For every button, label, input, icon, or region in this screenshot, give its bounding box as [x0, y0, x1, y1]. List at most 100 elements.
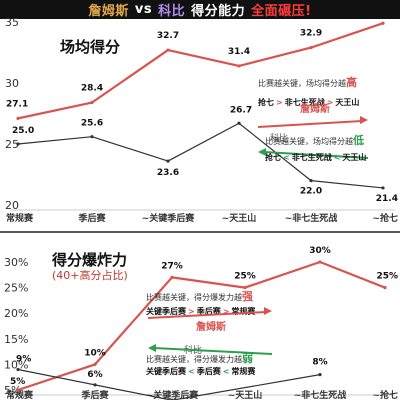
data-point-1-1-3 [166, 48, 170, 52]
kobe-order-part-2-5: 常规赛 [231, 366, 256, 376]
data-label-2-1-5: 30% [309, 246, 331, 256]
y-tick-label-1-3: 30 [5, 77, 19, 90]
kobe-desc-text-1: 比赛越关键，场均得分越 [265, 136, 353, 146]
james-arrow-2 [147, 311, 267, 319]
data-point-2-1-2 [93, 362, 97, 366]
james-desc-text-2: 比赛越关键，得分爆发力越 [146, 292, 242, 302]
james-order-part-2-2: > [188, 307, 195, 316]
data-point-1-2-1 [16, 142, 20, 146]
series-line-2-kobe [17, 368, 321, 400]
kobe-desc-text-2: 比赛越关键，得分爆发力越 [146, 354, 242, 364]
kobe-order-part-1-4: < [334, 153, 341, 162]
data-label-1-2-1: 25.0 [12, 126, 34, 136]
kobe-order-part-1-1: 抢七 [265, 152, 281, 162]
james-order-part-2-4: > [223, 307, 230, 316]
data-label-1-1-2: 28.4 [81, 84, 103, 94]
kobe-order-2: 关键季后赛 < 季后赛 < 常规赛 [146, 366, 256, 376]
james-order-part-1-4: > [327, 98, 334, 107]
james-name-tag-2: 詹姆斯 [196, 320, 226, 333]
data-point-1-1-1 [16, 116, 20, 120]
data-point-2-1-4 [243, 286, 247, 290]
james-order-part-1-1: 抢七 [258, 97, 274, 107]
kobe-order-part-2-3: 季后赛 [196, 366, 222, 376]
james-desc-text-1: 比赛越关键，场均得分越 [258, 78, 346, 88]
data-point-1-2-5 [309, 179, 313, 183]
kobe-desc-key-1: 低 [352, 133, 364, 147]
data-point-1-1-2 [90, 100, 94, 105]
james-desc-1: 比赛越关键，场均得分越高 [258, 75, 357, 89]
data-label-1-2-4: 26.7 [230, 105, 252, 115]
data-label-1-2-5: 22.0 [300, 187, 322, 197]
james-desc-key-1: 高 [346, 75, 357, 89]
kobe-desc-1: 比赛越关键，场均得分越低 [265, 133, 364, 147]
data-label-1-2-6: 21.4 [376, 194, 398, 204]
category-label-1-2: 季后赛 [77, 212, 106, 224]
data-label-1-1-4: 31.4 [228, 47, 250, 57]
data-label-2-1-4: 25% [234, 272, 256, 282]
data-label-2-1-3: 27% [161, 261, 183, 271]
category-label-1-4: ~天王山 [222, 212, 257, 224]
kobe-order-part-2-4: < [223, 367, 230, 376]
james-name-tag-1: 詹姆斯 [300, 102, 330, 115]
chart-title-1: 场均得分 [60, 38, 120, 56]
data-label-1-2-2: 25.6 [81, 119, 103, 129]
data-label-2-2-2: 6% [87, 370, 102, 380]
category-label-1-3: ~关键季后赛 [142, 212, 196, 224]
header-crush: 全面碾压! [251, 4, 312, 19]
data-point-2-2-5 [318, 373, 322, 377]
data-point-2-1-5 [318, 260, 322, 264]
data-point-1-1-6 [381, 21, 385, 25]
data-point-2-1-1 [16, 388, 20, 392]
kobe-name-tag-1: 科比 [270, 132, 288, 144]
data-point-2-2-2 [93, 383, 97, 387]
category-label-1-6: ~抢七 [372, 212, 398, 224]
y-tick-label-2-2: 10% [4, 358, 28, 371]
y-tick-label-1-1: 20 [5, 199, 19, 212]
category-label-2-6: ~抢七 [372, 389, 398, 400]
kobe-order-1: 抢七 < 非七生死战 < 天王山 [265, 152, 366, 162]
series-line-2-james [17, 260, 386, 392]
data-point-1-2-4 [237, 121, 241, 125]
james-order-part-1-3: 非七生死战 [285, 97, 325, 107]
series-line-1-james [17, 22, 384, 120]
header-banner: 詹姆斯 vs 科比 得分能力 全面碾压! [0, 0, 400, 19]
header-ability: 得分能力 [191, 4, 246, 19]
chart-panel-2: 5%10%15%20%25%30%常规赛 季后赛 ~关键季后赛 ~天王山 ~非七生死战 ~… [4, 246, 398, 400]
category-label-2-3: ~关键季后赛 [146, 389, 200, 400]
kobe-arrow-head-2 [148, 344, 156, 352]
category-label-1-5: ~非七生死战 [285, 212, 338, 224]
kobe-order-part-2-1: 关键季后赛 [146, 366, 187, 376]
data-label-1-1-6: 34.9 [376, 2, 398, 12]
kobe-arrow-2 [153, 347, 273, 355]
data-point-1-2-6 [381, 186, 385, 190]
y-tick-label-2-6: 30% [4, 256, 28, 269]
data-label-1-1-5: 32.9 [300, 29, 322, 39]
data-point-1-2-2 [90, 135, 94, 139]
y-tick-label-1-4: 35 [5, 16, 19, 29]
james-arrow-1 [257, 120, 363, 128]
category-label-2-4: ~天王山 [228, 389, 263, 400]
header-james: 詹姆斯 [88, 4, 129, 19]
data-label-2-2-1: 9% [16, 355, 31, 365]
data-label-1-2-3: 23.6 [157, 168, 179, 178]
data-label-1-1-1: 27.1 [6, 99, 28, 109]
header-kobe: 科比 [158, 4, 186, 19]
category-label-1-1: 常规赛 [6, 212, 34, 224]
james-order-part-2-3: 季后赛 [196, 306, 222, 316]
y-tick-label-2-1: 5% [4, 384, 21, 397]
chart-title-2: 得分爆炸力 [51, 251, 127, 269]
data-point-2-2-1 [16, 367, 20, 372]
james-arrow-head-2 [264, 307, 272, 315]
kobe-arrow-head-1 [258, 148, 266, 156]
category-label-2-5: ~非七生死战 [294, 389, 347, 400]
series-line-1-kobe [17, 122, 384, 189]
james-desc-key-2: 强 [242, 290, 253, 303]
kobe-desc-2: 比赛越关键，得分爆发力越弱 [146, 352, 253, 365]
james-arrow-head-1 [360, 116, 368, 124]
data-label-2-1-1: 5% [10, 377, 25, 387]
category-label-2-1: 常规赛 [6, 389, 34, 400]
james-order-1: 抢七 > 非七生死战 > 天王山 [258, 97, 359, 107]
james-order-part-1-5: 天王山 [335, 97, 359, 107]
data-label-1-1-3: 32.7 [157, 31, 179, 41]
